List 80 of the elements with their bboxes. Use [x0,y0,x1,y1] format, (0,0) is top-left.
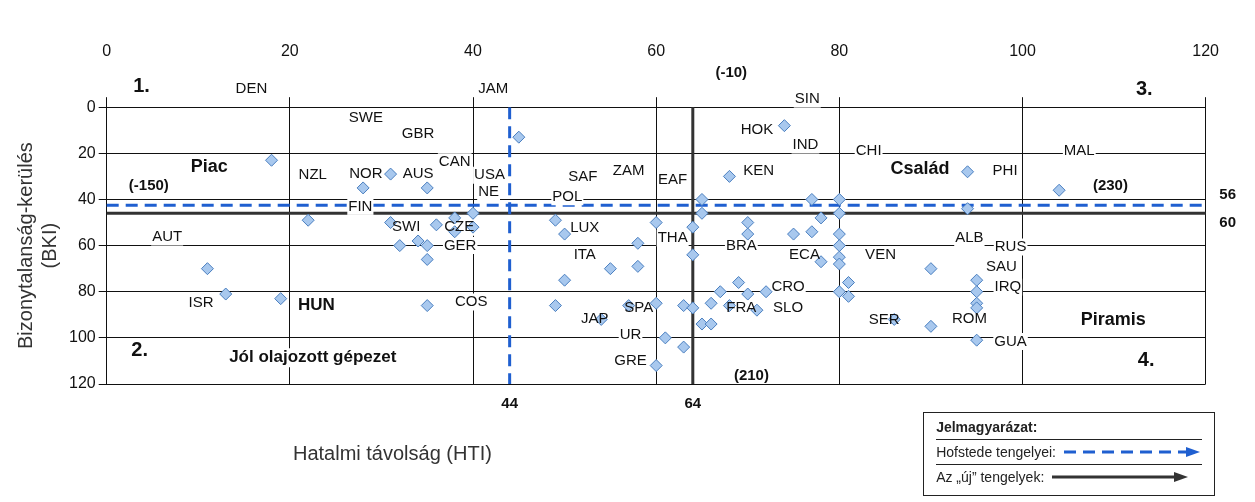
annotation: SLO [773,298,804,316]
text: DEN [235,78,268,96]
annotation: ALB [955,228,984,246]
x-tick-label: 40 [464,42,483,60]
text: Az „új” tengelyek: [936,469,1045,485]
y-axis-title: Bizonytalanság-kerülés (BKI) [13,142,60,349]
annotation: ITA [573,244,596,262]
annotation: NOR [349,164,383,182]
text: 56 [1219,184,1236,202]
text: 44 [501,394,519,412]
x-tick-label: 0 [102,42,112,60]
annotation: ROM [951,308,987,326]
x-tick-label: 120 [1192,42,1220,60]
annotation: Piramis [1080,309,1146,330]
text: JAM [478,78,509,96]
text: SIN [794,89,820,107]
y-tick-label: 20 [77,143,96,161]
annotation: UR [619,325,642,343]
annotation: FIN [348,196,373,214]
annotation: RUS [994,237,1027,255]
text: 64 [684,394,702,412]
legend-title: Jelmagyarázat: [936,419,1039,435]
annotation: BRA [725,236,757,254]
x-tick-label: 100 [1009,42,1036,60]
annotation: HOK [740,120,774,138]
x-tick-label: 60 [647,42,666,60]
text: 3. [1135,77,1153,100]
annotation: CAN [438,151,471,169]
annotation: NZL [298,165,327,183]
annotation: 2. [131,337,149,360]
y-tick-label: 120 [68,374,96,392]
annotation: PHI [992,160,1018,178]
annotation: Család [890,157,950,178]
annotation: Jól olajozott gépezet [229,347,397,367]
annotation: NE [478,181,499,199]
annotation: KEN [743,160,775,178]
y-tick-label: 0 [86,97,96,115]
annotation: SAF [568,167,598,185]
annotation: CHI [855,141,882,159]
annotation: GBR [401,124,435,142]
annotation: (230) [1092,175,1128,193]
annotation: HUN [297,295,335,315]
annotation: EAF [658,169,688,187]
annotation: AUS [402,164,434,182]
annotation: SWE [348,108,383,126]
annotation: GRE [614,350,647,368]
annotation: THA [657,228,688,246]
annotation: MAL [1063,141,1095,159]
annotation: COS [454,292,488,310]
annotation: (-150) [128,175,169,193]
annotation: GUA [994,331,1027,349]
text: Hofstede tengelyei: [936,444,1056,460]
annotation: ZAM [612,160,645,178]
annotation: IRQ [994,277,1022,295]
annotation: SWI [391,217,421,235]
annotation: IND [792,135,819,153]
annotation: SAU [986,257,1017,275]
y-tick-label: 100 [68,328,96,346]
annotation: LUX [570,218,600,236]
x-tick-label: 20 [280,42,299,60]
y-tick-label: 80 [77,282,96,300]
text: 60 [1219,212,1236,230]
annotation: GER [443,235,477,253]
annotation: (210) [733,365,769,383]
x-axis-title: Hatalmi távolság (HTI) [292,441,492,464]
text: 1. [133,73,150,96]
text: (-10) [715,62,748,80]
annotation: AUT [152,227,183,245]
annotation: JAP [581,308,609,326]
annotation: VEN [865,244,896,262]
annotation: ISR [188,293,214,311]
y-tick-label: 60 [77,236,96,254]
annotation: 4. [1137,347,1155,370]
y-tick-label: 40 [77,189,96,207]
x-tick-label: 80 [830,42,849,60]
annotation: CRO [771,277,805,295]
annotation: USA [474,165,505,183]
annotation: POL [552,186,583,204]
annotation: ECA [789,244,820,262]
annotation: Piac [190,156,228,177]
